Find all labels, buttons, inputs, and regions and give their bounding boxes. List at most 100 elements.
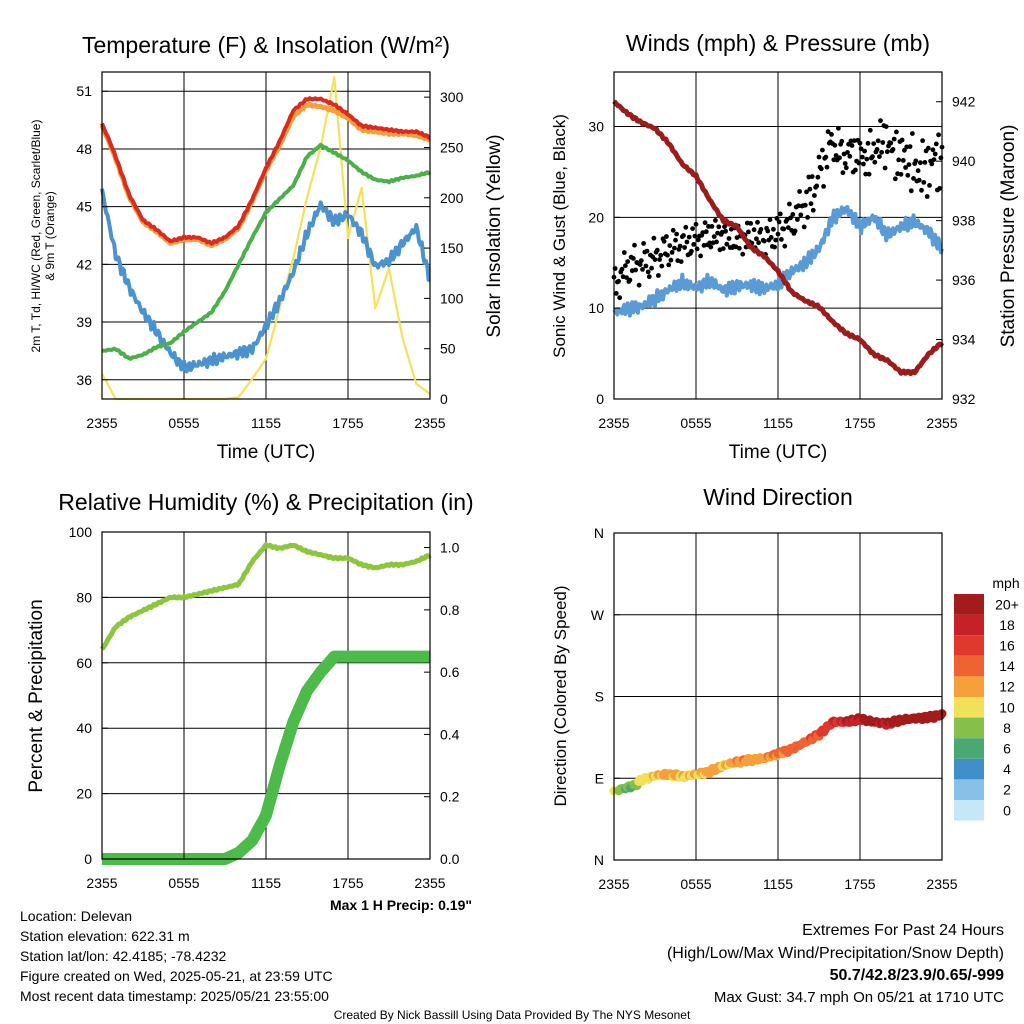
gust-point xyxy=(920,138,925,144)
gust-point xyxy=(877,154,882,160)
humidity-ytick-label-4: 80 xyxy=(76,589,92,605)
sonic-wind-line xyxy=(612,205,944,318)
humidity-xtick-label-2: 1155 xyxy=(251,875,281,891)
gust-point xyxy=(894,129,899,135)
gust-point xyxy=(645,269,651,275)
temperature-ytick-label-5: 51 xyxy=(76,83,92,99)
insolation-y2tick-label-4: 200 xyxy=(440,190,464,206)
gust-point xyxy=(771,226,776,232)
direction-grid xyxy=(613,532,943,861)
winds-xtick-label-0: 2355 xyxy=(598,415,629,431)
pressure-y2tick-label-0: 932 xyxy=(952,391,976,407)
humidity-xtick-label-3: 1755 xyxy=(332,875,363,891)
gust-point xyxy=(692,233,698,239)
gust-point xyxy=(720,246,726,252)
precip-y2tick-label-4: 0.8 xyxy=(440,602,460,618)
gust-point xyxy=(891,136,897,142)
legend-swatch-6 xyxy=(954,717,984,739)
direction-ticks: 2355 0555 1155 1755 2355 N E S W N xyxy=(591,525,958,892)
gust-point xyxy=(651,235,657,241)
humidity-ticks: 2355 0555 1155 1755 2355 0 20 40 60 80 100 0.0 0.2 0.… xyxy=(69,524,460,891)
elevation-text: Station elevation: 622.31 m xyxy=(20,928,190,944)
gust-point xyxy=(678,259,684,264)
gust-point xyxy=(631,256,636,261)
gust-point xyxy=(623,263,628,269)
winds-ytick-label-1: 10 xyxy=(588,300,604,316)
gust-point xyxy=(708,244,714,250)
gust-point xyxy=(677,243,683,249)
created-text: Figure created on Wed, 2025-05-21, at 23… xyxy=(20,968,333,984)
gust-point xyxy=(930,147,936,153)
gust-point xyxy=(823,154,829,160)
temperature-ylabel-line2: & 9m T (Orange) xyxy=(43,191,57,281)
gust-point xyxy=(842,161,848,166)
winds-ytick-label-2: 20 xyxy=(588,209,604,225)
gust-point xyxy=(808,201,814,207)
humidity-xtick-label-0: 2355 xyxy=(86,875,117,891)
direction-series xyxy=(609,709,947,796)
gust-point xyxy=(918,160,923,166)
gust-point xyxy=(874,147,880,152)
gust-point xyxy=(779,237,784,242)
extremes-values: 50.7/42.8/23.9/0.65/-999 xyxy=(830,967,1004,984)
gust-point xyxy=(867,127,873,133)
gust-point xyxy=(872,159,878,165)
gust-point xyxy=(755,219,760,225)
gust-point xyxy=(668,257,674,263)
gust-point xyxy=(787,201,792,207)
gust-point xyxy=(716,224,722,230)
gust-point xyxy=(809,174,815,180)
direction-ylabel: Direction (Colored By Speed) xyxy=(551,585,570,806)
speed-legend: 20+ 18 16 14 12 10 8 6 4 2 0 xyxy=(954,594,1019,821)
temperature-ytick-label-2: 42 xyxy=(76,256,92,272)
gust-point xyxy=(916,177,922,183)
gust-point xyxy=(856,160,862,166)
gust-point xyxy=(840,170,846,176)
gust-point xyxy=(740,251,746,257)
max-precip-note: Max 1 H Precip: 0.19" xyxy=(330,897,472,913)
gust-point xyxy=(689,248,694,254)
legend-label-9: 2 xyxy=(1003,782,1011,798)
gust-point xyxy=(703,229,709,235)
gust-point xyxy=(785,225,791,231)
gust-point xyxy=(643,263,649,269)
gust-point xyxy=(880,140,886,145)
temperature-ytick-label-4: 48 xyxy=(76,141,92,157)
gust-point xyxy=(656,273,661,278)
humidity-ytick-label-2: 40 xyxy=(76,720,92,736)
temperature-ticks: 2355 0555 1155 1755 2355 36 39 42 45 48 51 0 50 100 15… xyxy=(76,83,463,431)
gust-point xyxy=(777,211,783,217)
gust-point xyxy=(707,240,713,246)
temperature-panel: Temperature (F) & Insolation (W/m²) 2355… xyxy=(29,32,505,463)
legend-swatch-5 xyxy=(954,697,984,718)
gust-point xyxy=(748,221,754,226)
gust-point xyxy=(792,228,798,234)
gust-point xyxy=(723,228,728,234)
gust-point xyxy=(908,188,914,194)
gust-point xyxy=(925,145,931,151)
max-gust: Max Gust: 34.7 mph On 05/21 at 1710 UTC xyxy=(714,989,1004,1006)
gust-point xyxy=(843,165,849,171)
insolation-y2tick-label-1: 50 xyxy=(440,341,456,357)
direction-ytick-label-3: W xyxy=(591,607,605,623)
gust-point xyxy=(664,234,669,239)
gust-point xyxy=(931,157,937,163)
legend-label-8: 4 xyxy=(1003,761,1011,777)
gust-point xyxy=(644,248,650,254)
gust-point xyxy=(665,252,670,258)
gust-point xyxy=(694,246,700,252)
gust-point xyxy=(714,239,719,245)
gust-point xyxy=(890,147,896,152)
gust-point xyxy=(666,262,672,268)
insolation-y2tick-label-6: 300 xyxy=(440,89,464,105)
gust-point xyxy=(765,228,771,234)
gust-point xyxy=(772,244,777,250)
pressure-y2tick-label-2: 936 xyxy=(952,272,976,288)
winds-xtick-label-4: 2355 xyxy=(926,415,957,431)
gust-point xyxy=(736,245,742,251)
gust-point xyxy=(900,158,906,163)
gust-point xyxy=(864,156,870,162)
gust-point xyxy=(646,274,652,280)
legend-label-2: 16 xyxy=(999,638,1015,654)
